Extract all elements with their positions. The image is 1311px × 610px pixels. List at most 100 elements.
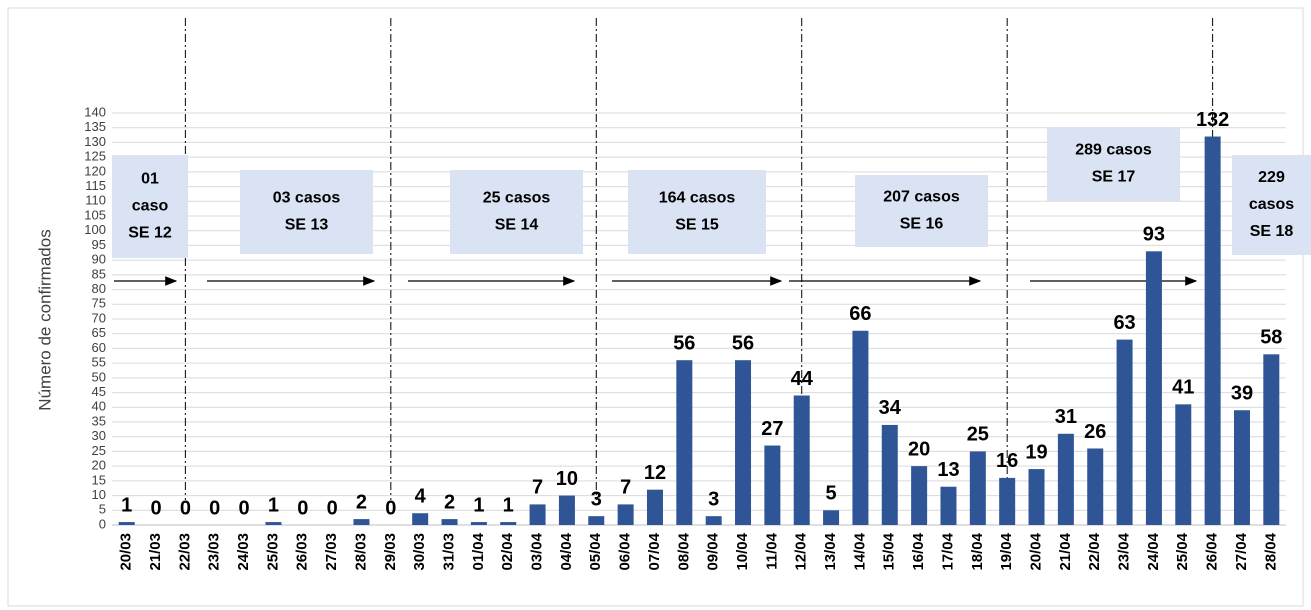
x-tick-label: 07/04 <box>646 532 663 570</box>
bar <box>705 516 722 525</box>
x-tick-label: 20/04 <box>1027 532 1044 570</box>
data-label: 20 <box>908 438 930 460</box>
x-tick-label: 22/04 <box>1086 532 1103 570</box>
x-tick-label: 23/03 <box>206 533 223 571</box>
y-tick-label: 40 <box>92 399 106 414</box>
x-tick-label: 31/03 <box>440 533 457 571</box>
bar <box>1175 404 1192 525</box>
annotation-text: 207 casos <box>883 189 960 206</box>
bar <box>793 395 810 525</box>
y-tick-label: 100 <box>84 222 106 237</box>
data-label: 5 <box>826 483 837 505</box>
annotation-text: SE 13 <box>285 217 329 234</box>
data-label: 13 <box>937 459 959 481</box>
data-label: 56 <box>673 332 695 354</box>
x-tick-label: 11/04 <box>763 532 780 569</box>
y-tick-label: 90 <box>92 252 106 267</box>
x-tick-label: 30/03 <box>411 533 428 571</box>
x-tick-label: 13/04 <box>822 532 839 570</box>
bar <box>529 504 546 525</box>
bar <box>353 519 370 525</box>
data-label: 63 <box>1113 312 1135 334</box>
bar <box>118 522 135 525</box>
y-tick-label: 95 <box>92 237 106 252</box>
bar <box>1233 410 1250 525</box>
bar <box>1263 354 1280 525</box>
y-tick-label: 0 <box>99 516 106 531</box>
data-label: 1 <box>473 494 484 516</box>
x-tick-label: 05/04 <box>587 532 604 570</box>
bar <box>617 504 634 525</box>
data-label: 66 <box>849 303 871 325</box>
x-tick-label: 23/04 <box>1116 532 1133 570</box>
annotation-text: 25 casos <box>483 190 551 207</box>
y-axis-label: Número de confirmados <box>35 229 54 410</box>
data-label: 0 <box>385 497 396 519</box>
data-label: 41 <box>1172 377 1194 399</box>
annotation-box <box>240 170 373 254</box>
annotation-text: caso <box>132 198 169 215</box>
x-tick-label: 18/04 <box>969 532 986 570</box>
data-label: 27 <box>761 418 783 440</box>
bar <box>940 486 957 525</box>
y-tick-label: 35 <box>92 413 106 428</box>
data-label: 2 <box>444 491 455 513</box>
annotation-box <box>855 175 988 247</box>
x-tick-label: 28/03 <box>352 533 369 571</box>
annotation-text: 01 <box>141 171 159 188</box>
x-tick-label: 22/03 <box>176 533 193 571</box>
data-label: 0 <box>297 497 308 519</box>
data-label: 39 <box>1231 383 1253 405</box>
data-label: 0 <box>327 497 338 519</box>
annotation-text: SE 17 <box>1092 169 1136 186</box>
data-label: 31 <box>1055 406 1077 428</box>
bar <box>735 360 752 525</box>
y-tick-label: 125 <box>84 149 106 164</box>
annotation-text: SE 18 <box>1250 223 1294 240</box>
annotation-box <box>1232 155 1311 255</box>
annotation-box <box>112 155 188 258</box>
bar <box>999 477 1016 525</box>
bar <box>1057 433 1074 525</box>
y-tick-label: 105 <box>84 207 106 222</box>
data-label: 10 <box>556 468 578 490</box>
data-label: 12 <box>644 462 666 484</box>
x-tick-label: 29/03 <box>382 533 399 571</box>
x-tick-label: 28/04 <box>1262 532 1279 570</box>
x-tick-label: 16/04 <box>910 532 927 570</box>
bar <box>969 451 986 525</box>
bar <box>1116 339 1133 525</box>
bar <box>1087 448 1104 525</box>
bar <box>881 424 898 525</box>
x-tick-label: 21/04 <box>1057 532 1074 570</box>
x-tick-label: 25/03 <box>264 533 281 571</box>
y-tick-label: 75 <box>92 296 106 311</box>
x-tick-label: 14/04 <box>851 532 868 570</box>
data-label: 93 <box>1143 224 1165 246</box>
data-label: 56 <box>732 332 754 354</box>
bar <box>1028 469 1045 525</box>
bar <box>1145 251 1162 526</box>
y-tick-label: 30 <box>92 428 106 443</box>
annotation-text: casos <box>1249 196 1294 213</box>
bar <box>911 466 928 525</box>
bar <box>823 510 840 525</box>
annotation-text: SE 15 <box>675 217 719 234</box>
x-tick-label: 19/04 <box>998 532 1015 570</box>
x-tick-label: 26/03 <box>294 533 311 571</box>
y-tick-label: 10 <box>92 487 106 502</box>
y-tick-label: 5 <box>99 502 106 517</box>
bar <box>646 489 663 525</box>
data-label: 7 <box>620 477 631 499</box>
data-label: 26 <box>1084 421 1106 443</box>
x-tick-label: 10/04 <box>734 532 751 570</box>
annotation-text: 164 casos <box>659 190 736 207</box>
y-tick-label: 65 <box>92 325 106 340</box>
annotation-text: SE 16 <box>900 216 944 233</box>
data-label: 16 <box>996 450 1018 472</box>
y-tick-label: 120 <box>84 163 106 178</box>
bar <box>852 330 869 525</box>
data-label: 0 <box>180 497 191 519</box>
y-tick-label: 55 <box>92 355 106 370</box>
